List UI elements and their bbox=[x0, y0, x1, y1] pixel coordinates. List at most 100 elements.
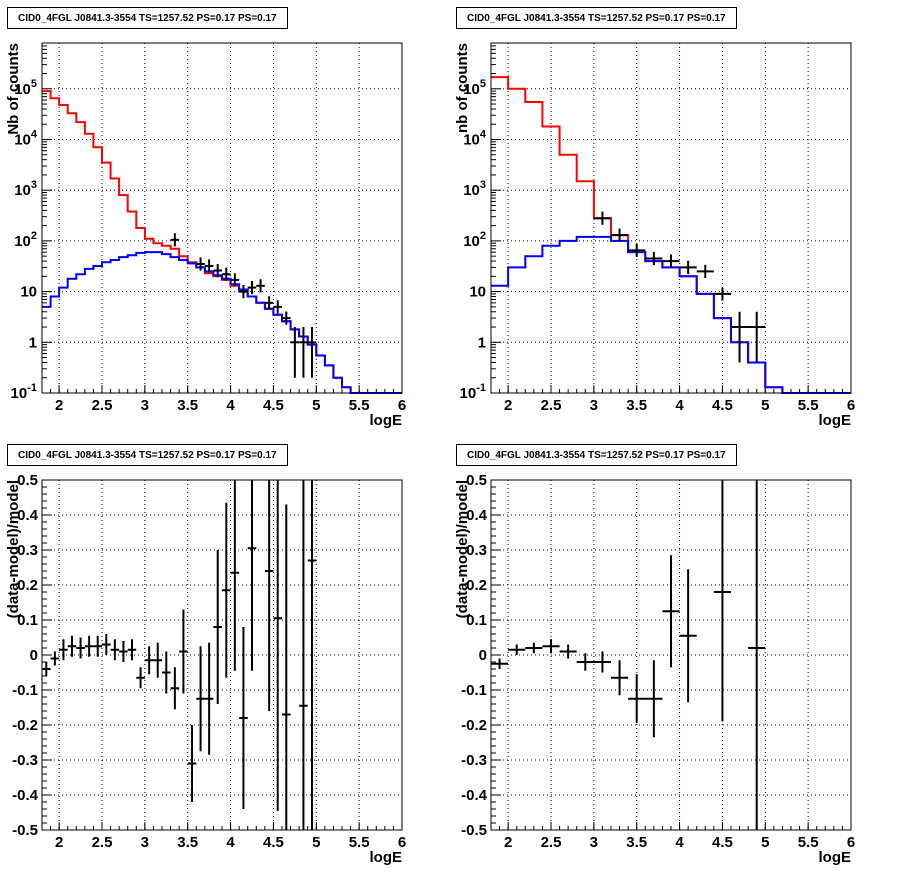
y-tick-label: -0.2 bbox=[12, 717, 38, 734]
x-tick-label: 5 bbox=[312, 397, 320, 414]
y-tick-label: 10 bbox=[20, 284, 37, 301]
x-tick-label: 4.5 bbox=[263, 397, 284, 414]
y-tick-label: 104 bbox=[14, 128, 38, 148]
pad-bottom-right: 2 2.5 3 3.5 4 4.5 5 5.5 6 -0.5 -0.4 -0.3 -0.2 -0.1 0 0.… bbox=[449, 437, 898, 874]
x-tick-label: 6 bbox=[398, 834, 406, 851]
pad-top-right: 2 2.5 3 3.5 4 4.5 5 5.5 6 10-1 1 10 102 103 104 105 logE… bbox=[449, 0, 898, 437]
y-tick-label: 0.3 bbox=[466, 542, 487, 559]
y-tick-label: 10-1 bbox=[460, 382, 486, 402]
x-axis-label: logE bbox=[370, 412, 403, 429]
x-tick-label: 5.5 bbox=[349, 834, 370, 851]
x-tick-label: 5.5 bbox=[798, 397, 819, 414]
y-axis-label: (data-model)/model bbox=[5, 480, 22, 618]
x-tick-label: 2.5 bbox=[541, 834, 562, 851]
y-tick-label: 0.4 bbox=[17, 507, 39, 524]
chart-title: CID0_4FGL J0841.3-3554 TS=1257.52 PS=0.1… bbox=[7, 7, 288, 29]
y-tick-label: 102 bbox=[14, 230, 37, 250]
y-tick-label: 1 bbox=[478, 334, 486, 351]
y-tick-label: -0.5 bbox=[12, 822, 38, 839]
x-tick-label: 6 bbox=[847, 397, 855, 414]
histogram-series-line bbox=[491, 76, 851, 394]
y-axis-label: Nb of counts bbox=[5, 43, 22, 135]
y-tick-label: -0.1 bbox=[12, 682, 38, 699]
x-tick-label: 2.5 bbox=[92, 834, 113, 851]
x-tick-label: 2 bbox=[55, 397, 63, 414]
y-tick-label: 103 bbox=[14, 179, 37, 199]
x-tick-label: 4 bbox=[675, 397, 684, 414]
y-tick-label: 0.2 bbox=[17, 577, 38, 594]
y-tick-label: 103 bbox=[463, 179, 486, 199]
y-tick-label: 0.1 bbox=[466, 612, 487, 629]
histogram-series-line bbox=[42, 90, 402, 394]
chart-title: CID0_4FGL J0841.3-3554 TS=1257.52 PS=0.1… bbox=[456, 444, 737, 466]
x-tick-label: 5.5 bbox=[349, 397, 370, 414]
x-tick-label: 3 bbox=[141, 834, 149, 851]
y-tick-label: 0.4 bbox=[466, 507, 488, 524]
x-tick-label: 6 bbox=[398, 397, 406, 414]
x-tick-label: 5 bbox=[761, 834, 769, 851]
x-tick-label: 6 bbox=[847, 834, 855, 851]
x-tick-label: 4.5 bbox=[712, 834, 733, 851]
x-tick-label: 2 bbox=[504, 834, 512, 851]
y-tick-label: 105 bbox=[14, 78, 37, 98]
x-tick-label: 4 bbox=[675, 834, 684, 851]
chart-residuals-fine: 2 2.5 3 3.5 4 4.5 5 5.5 6 -0.5 -0.4 -0.3 -0.2 -0.1 0 0.… bbox=[5, 472, 406, 866]
chart-counts-log-coarse: 2 2.5 3 3.5 4 4.5 5 5.5 6 10-1 1 10 102 103 104 105 logE… bbox=[454, 42, 855, 429]
x-tick-label: 5.5 bbox=[798, 834, 819, 851]
y-axis-label: (data-model)/model bbox=[454, 480, 471, 618]
y-tick-label: -0.3 bbox=[12, 752, 38, 769]
y-tick-label: 104 bbox=[463, 128, 487, 148]
x-tick-label: 4 bbox=[226, 834, 235, 851]
x-axis-label: logE bbox=[819, 412, 852, 429]
y-tick-label: -0.5 bbox=[461, 822, 487, 839]
pad-top-left: 2 2.5 3 3.5 4 4.5 5 5.5 6 10-1 1 10 102 103 104 105 logE… bbox=[0, 0, 449, 437]
plot-frame bbox=[41, 42, 403, 394]
y-tick-label: 0.5 bbox=[17, 472, 38, 489]
x-tick-label: 4 bbox=[226, 397, 235, 414]
plot-frame bbox=[41, 479, 403, 831]
x-tick-label: 3.5 bbox=[626, 397, 647, 414]
y-tick-label: 10 bbox=[469, 284, 486, 301]
x-axis-label: logE bbox=[819, 849, 852, 866]
x-axis-label: logE bbox=[370, 849, 403, 866]
x-tick-label: 2.5 bbox=[541, 397, 562, 414]
y-tick-label: -0.4 bbox=[12, 787, 39, 804]
plot-frame bbox=[490, 479, 852, 831]
x-tick-label: 2.5 bbox=[92, 397, 113, 414]
y-tick-label: -0.4 bbox=[461, 787, 488, 804]
y-tick-label: 102 bbox=[463, 230, 486, 250]
pad-bottom-left: 2 2.5 3 3.5 4 4.5 5 5.5 6 -0.5 -0.4 -0.3 -0.2 -0.1 0 0.… bbox=[0, 437, 449, 874]
x-tick-label: 2 bbox=[55, 834, 63, 851]
y-tick-label: 105 bbox=[463, 78, 486, 98]
y-tick-label: 0 bbox=[30, 647, 38, 664]
histogram-series-line bbox=[491, 235, 851, 394]
x-tick-label: 3.5 bbox=[177, 834, 198, 851]
y-axis-label: nb of counts bbox=[454, 43, 471, 133]
x-tick-label: 3 bbox=[590, 397, 598, 414]
y-tick-label: 0.1 bbox=[17, 612, 38, 629]
y-tick-label: 0 bbox=[479, 647, 487, 664]
x-tick-label: 5 bbox=[761, 397, 769, 414]
y-tick-label: -0.2 bbox=[461, 717, 487, 734]
chart-title: CID0_4FGL J0841.3-3554 TS=1257.52 PS=0.1… bbox=[456, 7, 737, 29]
chart-residuals-coarse: 2 2.5 3 3.5 4 4.5 5 5.5 6 -0.5 -0.4 -0.3 -0.2 -0.1 0 0.… bbox=[454, 472, 855, 866]
y-tick-label: 10-1 bbox=[11, 382, 37, 402]
x-tick-label: 4.5 bbox=[263, 834, 284, 851]
x-tick-label: 4.5 bbox=[712, 397, 733, 414]
histogram-series-line bbox=[42, 251, 402, 394]
y-tick-label: 0.2 bbox=[466, 577, 487, 594]
chart-counts-log-fine: 2 2.5 3 3.5 4 4.5 5 5.5 6 10-1 1 10 102 103 104 105 logE… bbox=[5, 42, 406, 429]
x-tick-label: 3.5 bbox=[177, 397, 198, 414]
plot-frame bbox=[490, 42, 852, 394]
y-tick-label: -0.3 bbox=[461, 752, 487, 769]
y-tick-label: 0.3 bbox=[17, 542, 38, 559]
y-tick-label: -0.1 bbox=[461, 682, 487, 699]
x-tick-label: 2 bbox=[504, 397, 512, 414]
x-tick-label: 3 bbox=[590, 834, 598, 851]
y-tick-label: 0.5 bbox=[466, 472, 487, 489]
y-tick-label: 1 bbox=[29, 334, 37, 351]
chart-title: CID0_4FGL J0841.3-3554 TS=1257.52 PS=0.1… bbox=[7, 444, 288, 466]
x-tick-label: 3 bbox=[141, 397, 149, 414]
x-tick-label: 3.5 bbox=[626, 834, 647, 851]
x-tick-label: 5 bbox=[312, 834, 320, 851]
